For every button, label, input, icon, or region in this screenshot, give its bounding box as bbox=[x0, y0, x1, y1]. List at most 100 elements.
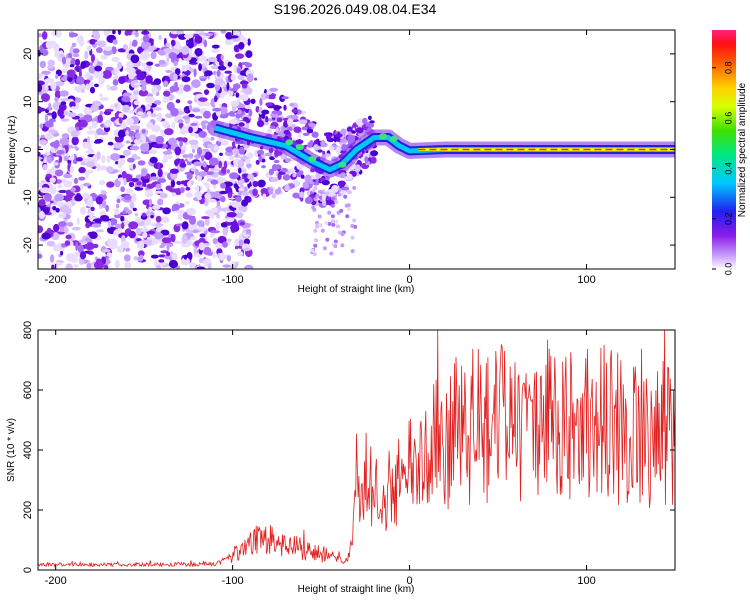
spectrogram-cell bbox=[86, 130, 97, 135]
spectrogram-cell bbox=[234, 211, 244, 219]
spectrogram-cell bbox=[230, 74, 236, 81]
spectrogram-cell bbox=[141, 212, 147, 217]
spectrogram-cell bbox=[206, 188, 211, 194]
spectrogram-cell bbox=[98, 180, 106, 186]
spectrogram-cell bbox=[66, 69, 76, 77]
spectrogram-cell bbox=[38, 211, 46, 220]
spectrogram-cell bbox=[106, 181, 115, 188]
spectrogram-cell bbox=[217, 65, 227, 71]
spectrogram-cell bbox=[102, 70, 112, 79]
snr-x-tick-label: -100 bbox=[222, 575, 244, 587]
spectrogram-cell bbox=[128, 109, 135, 114]
spectrogram-cell bbox=[196, 266, 205, 269]
spectrogram-cell bbox=[230, 261, 236, 266]
spectrogram-cell bbox=[142, 178, 150, 183]
spectrogram-cell bbox=[94, 218, 102, 224]
snr-y-tick-label: 600 bbox=[22, 381, 34, 399]
spectrogram-cell bbox=[100, 54, 108, 60]
spectrogram-cell bbox=[87, 136, 90, 144]
spectrogram-cell bbox=[114, 208, 120, 216]
colorbar-tick-label: 0.6 bbox=[723, 112, 733, 125]
spectrogram-cell bbox=[125, 117, 135, 126]
spectrogram-cell bbox=[312, 181, 320, 186]
spectrogram-cell bbox=[230, 100, 240, 107]
spectrogram-cell bbox=[334, 200, 339, 205]
spectrogram-cell bbox=[202, 124, 207, 130]
spectrogram-cell bbox=[90, 53, 96, 63]
spectrogram-cell bbox=[191, 108, 201, 113]
spectrogram-cell bbox=[315, 224, 320, 229]
spectrogram-cell bbox=[64, 194, 70, 202]
spectrogram-cell bbox=[292, 173, 297, 178]
spectrogram-cell bbox=[112, 39, 118, 45]
spectrogram-cell bbox=[216, 221, 220, 231]
spectrogram-cell bbox=[185, 192, 193, 198]
spectrogram-cell bbox=[122, 44, 128, 50]
spectrogram-cell bbox=[46, 156, 53, 164]
spectrogram-cell bbox=[135, 156, 141, 160]
spectrogram-cell bbox=[105, 204, 109, 212]
spectrogram-cell bbox=[188, 216, 197, 225]
spectrogram-cell bbox=[219, 106, 228, 115]
spectrogram-cell bbox=[204, 210, 212, 215]
spectrogram-cell bbox=[63, 226, 69, 234]
spectrogram-cell bbox=[351, 170, 357, 177]
spectrogram-cell bbox=[56, 200, 64, 207]
spectrogram-cell bbox=[96, 47, 103, 54]
snr-x-tick-label: 100 bbox=[577, 575, 595, 587]
spectrogram-cell bbox=[194, 35, 203, 44]
spectrogram-cell bbox=[148, 198, 153, 207]
spectrogram-cell bbox=[96, 163, 101, 172]
spectrogram-cell bbox=[213, 145, 219, 152]
spectrogram-cell bbox=[154, 190, 164, 194]
spectrogram-cell bbox=[315, 172, 322, 180]
spectrogram-cell bbox=[281, 96, 289, 100]
spectrogram-cell bbox=[245, 50, 253, 58]
spectrogram-cell bbox=[103, 46, 113, 51]
spectrogram-cell bbox=[187, 100, 193, 105]
spectrogram-cell bbox=[340, 189, 346, 197]
spectrogram-cell bbox=[209, 233, 215, 238]
spectrogram-cell bbox=[265, 102, 274, 107]
spectrogram-cell bbox=[84, 50, 89, 60]
spectrogram-cell bbox=[71, 136, 79, 146]
spectrogram-cell bbox=[242, 247, 252, 251]
spectrogram-cell bbox=[261, 109, 270, 115]
spectrogram-cell bbox=[80, 183, 84, 191]
spectrogram-cell bbox=[112, 79, 119, 86]
spectrogram-cell bbox=[242, 169, 247, 173]
spectrogram-cell bbox=[186, 207, 196, 216]
spectrogram-cell bbox=[38, 253, 43, 259]
spectrogram-cell bbox=[286, 118, 294, 126]
spectrogram-cell bbox=[160, 250, 169, 254]
spectrogram-cell bbox=[325, 191, 330, 196]
spectrogram-cell bbox=[184, 71, 191, 76]
spectrogram-cell bbox=[148, 98, 152, 107]
spectrogram-cell bbox=[120, 158, 125, 166]
spectrogram-cell bbox=[69, 46, 75, 55]
spectrogram-cell bbox=[127, 209, 133, 215]
spectrogram-cell bbox=[115, 259, 120, 269]
spectrogram-cell bbox=[337, 180, 346, 187]
spectrogram-cell bbox=[60, 98, 70, 102]
snr-y-label: SNR (10 * v/v) bbox=[6, 418, 17, 482]
spectrogram-cell bbox=[94, 65, 103, 72]
spectrogram-cell bbox=[196, 184, 200, 193]
spectrogram-cell bbox=[69, 64, 75, 68]
spectrogram-cell bbox=[42, 208, 50, 215]
spectrogram-cell bbox=[80, 206, 86, 215]
spectrogram-cell bbox=[176, 30, 184, 35]
spectrogram-cell bbox=[93, 59, 98, 66]
spectrogram-cell bbox=[170, 233, 176, 243]
spectrogram-cell bbox=[299, 170, 304, 175]
spectrogram-cell bbox=[141, 129, 146, 134]
spectrogram-cell bbox=[239, 80, 249, 86]
spectrogram-cell bbox=[54, 49, 60, 58]
spectrogram-cell bbox=[163, 90, 171, 97]
spectrogram-cell bbox=[241, 191, 250, 197]
spectrogram-cell bbox=[143, 239, 153, 245]
spectrogram-cell bbox=[98, 93, 103, 97]
spectrogram-cell bbox=[121, 222, 125, 230]
spectrogram-cell bbox=[123, 177, 127, 186]
